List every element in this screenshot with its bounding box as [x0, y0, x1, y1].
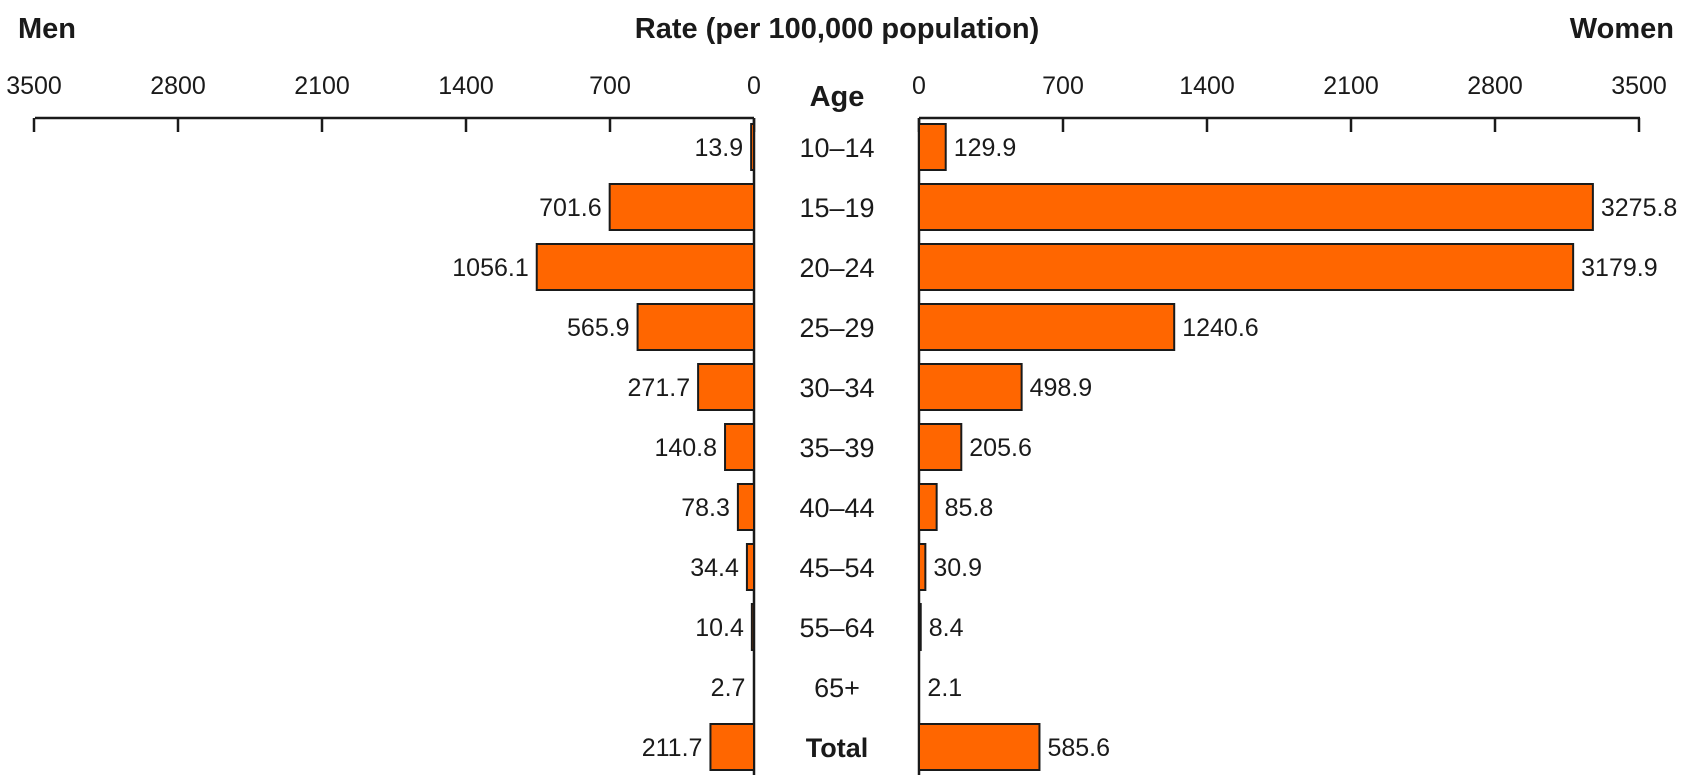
bar-men — [709, 723, 755, 771]
bar-men — [750, 123, 755, 171]
age-category-label: 65+ — [814, 673, 860, 703]
bar-men — [697, 363, 755, 411]
bar-men — [636, 303, 756, 351]
bar-women — [918, 123, 947, 171]
left-tick-label: 2800 — [150, 72, 206, 100]
value-label-men: 34.4 — [690, 554, 739, 582]
value-label-women: 8.4 — [929, 614, 964, 642]
value-label-women: 85.8 — [945, 494, 994, 522]
right-tick-label: 700 — [1042, 72, 1084, 100]
bar-women — [918, 423, 963, 471]
left-tick-label: 3500 — [6, 72, 62, 100]
bar-men — [608, 183, 755, 231]
value-label-men: 78.3 — [681, 494, 730, 522]
right-tick-label: 2800 — [1467, 72, 1523, 100]
value-labels: 13.9 129.9 701.6 3275.8 1056.1 3179.9 565.9 124… — [452, 134, 1677, 762]
value-label-women: 205.6 — [969, 434, 1032, 462]
value-label-men: 13.9 — [694, 134, 743, 162]
right-ticks: 0 700 1400 2100 2800 3500 — [912, 72, 1667, 132]
right-tick-label: 2100 — [1323, 72, 1379, 100]
men-label: Men — [18, 13, 76, 45]
age-category-label: 35–39 — [799, 433, 874, 463]
right-tick-label: 3500 — [1611, 72, 1667, 100]
left-tick-label: 2100 — [294, 72, 350, 100]
category-labels: 10–14 15–19 20–24 25–29 30–34 35–39 40–44 45–54… — [799, 133, 874, 763]
value-label-men: 2.7 — [711, 674, 746, 702]
bar-women — [918, 303, 1176, 351]
bar-men — [745, 543, 755, 591]
value-label-women: 1240.6 — [1182, 314, 1258, 342]
value-label-women: 2.1 — [927, 674, 962, 702]
age-category-label: Total — [806, 733, 869, 763]
value-label-men: 1056.1 — [452, 254, 528, 282]
value-label-men: 10.4 — [695, 614, 744, 642]
value-label-women: 585.6 — [1047, 734, 1110, 762]
value-label-women: 3275.8 — [1601, 194, 1677, 222]
age-category-label: 25–29 — [799, 313, 874, 343]
bar-men — [724, 423, 755, 471]
left-tick-label: 700 — [589, 72, 631, 100]
value-label-men: 211.7 — [642, 734, 703, 762]
right-tick-label: 1400 — [1179, 72, 1235, 100]
right-tick-label: 0 — [912, 72, 926, 100]
bars — [535, 123, 1594, 771]
bar-women — [918, 723, 1041, 771]
chart-title: Rate (per 100,000 population) — [635, 13, 1040, 45]
value-label-men: 271.7 — [628, 374, 691, 402]
age-category-label: 30–34 — [799, 373, 874, 403]
value-label-women: 3179.9 — [1581, 254, 1657, 282]
age-category-label: 10–14 — [799, 133, 874, 163]
bar-women — [918, 543, 927, 591]
age-category-label: 40–44 — [799, 493, 874, 523]
bar-women — [918, 363, 1023, 411]
value-label-men: 701.6 — [539, 194, 602, 222]
age-category-label: 55–64 — [799, 613, 874, 643]
value-label-men: 565.9 — [567, 314, 630, 342]
bar-women — [918, 183, 1594, 231]
value-label-women: 30.9 — [933, 554, 982, 582]
bar-men — [750, 603, 756, 651]
left-ticks: 3500 2800 2100 1400 700 0 — [6, 72, 761, 132]
age-category-label: 15–19 — [799, 193, 874, 223]
value-label-men: 140.8 — [654, 434, 717, 462]
left-tick-label: 0 — [747, 72, 761, 100]
bar-women — [918, 243, 1575, 291]
value-label-women: 129.9 — [954, 134, 1017, 162]
age-category-label: 45–54 — [799, 553, 874, 583]
bar-men — [736, 483, 756, 531]
bar-women — [918, 483, 938, 531]
value-label-women: 498.9 — [1030, 374, 1093, 402]
age-axis-label: Age — [810, 81, 865, 113]
age-category-label: 20–24 — [799, 253, 874, 283]
left-tick-label: 1400 — [438, 72, 494, 100]
bar-men — [535, 243, 755, 291]
women-label: Women — [1570, 13, 1674, 45]
bar-women — [918, 603, 922, 651]
